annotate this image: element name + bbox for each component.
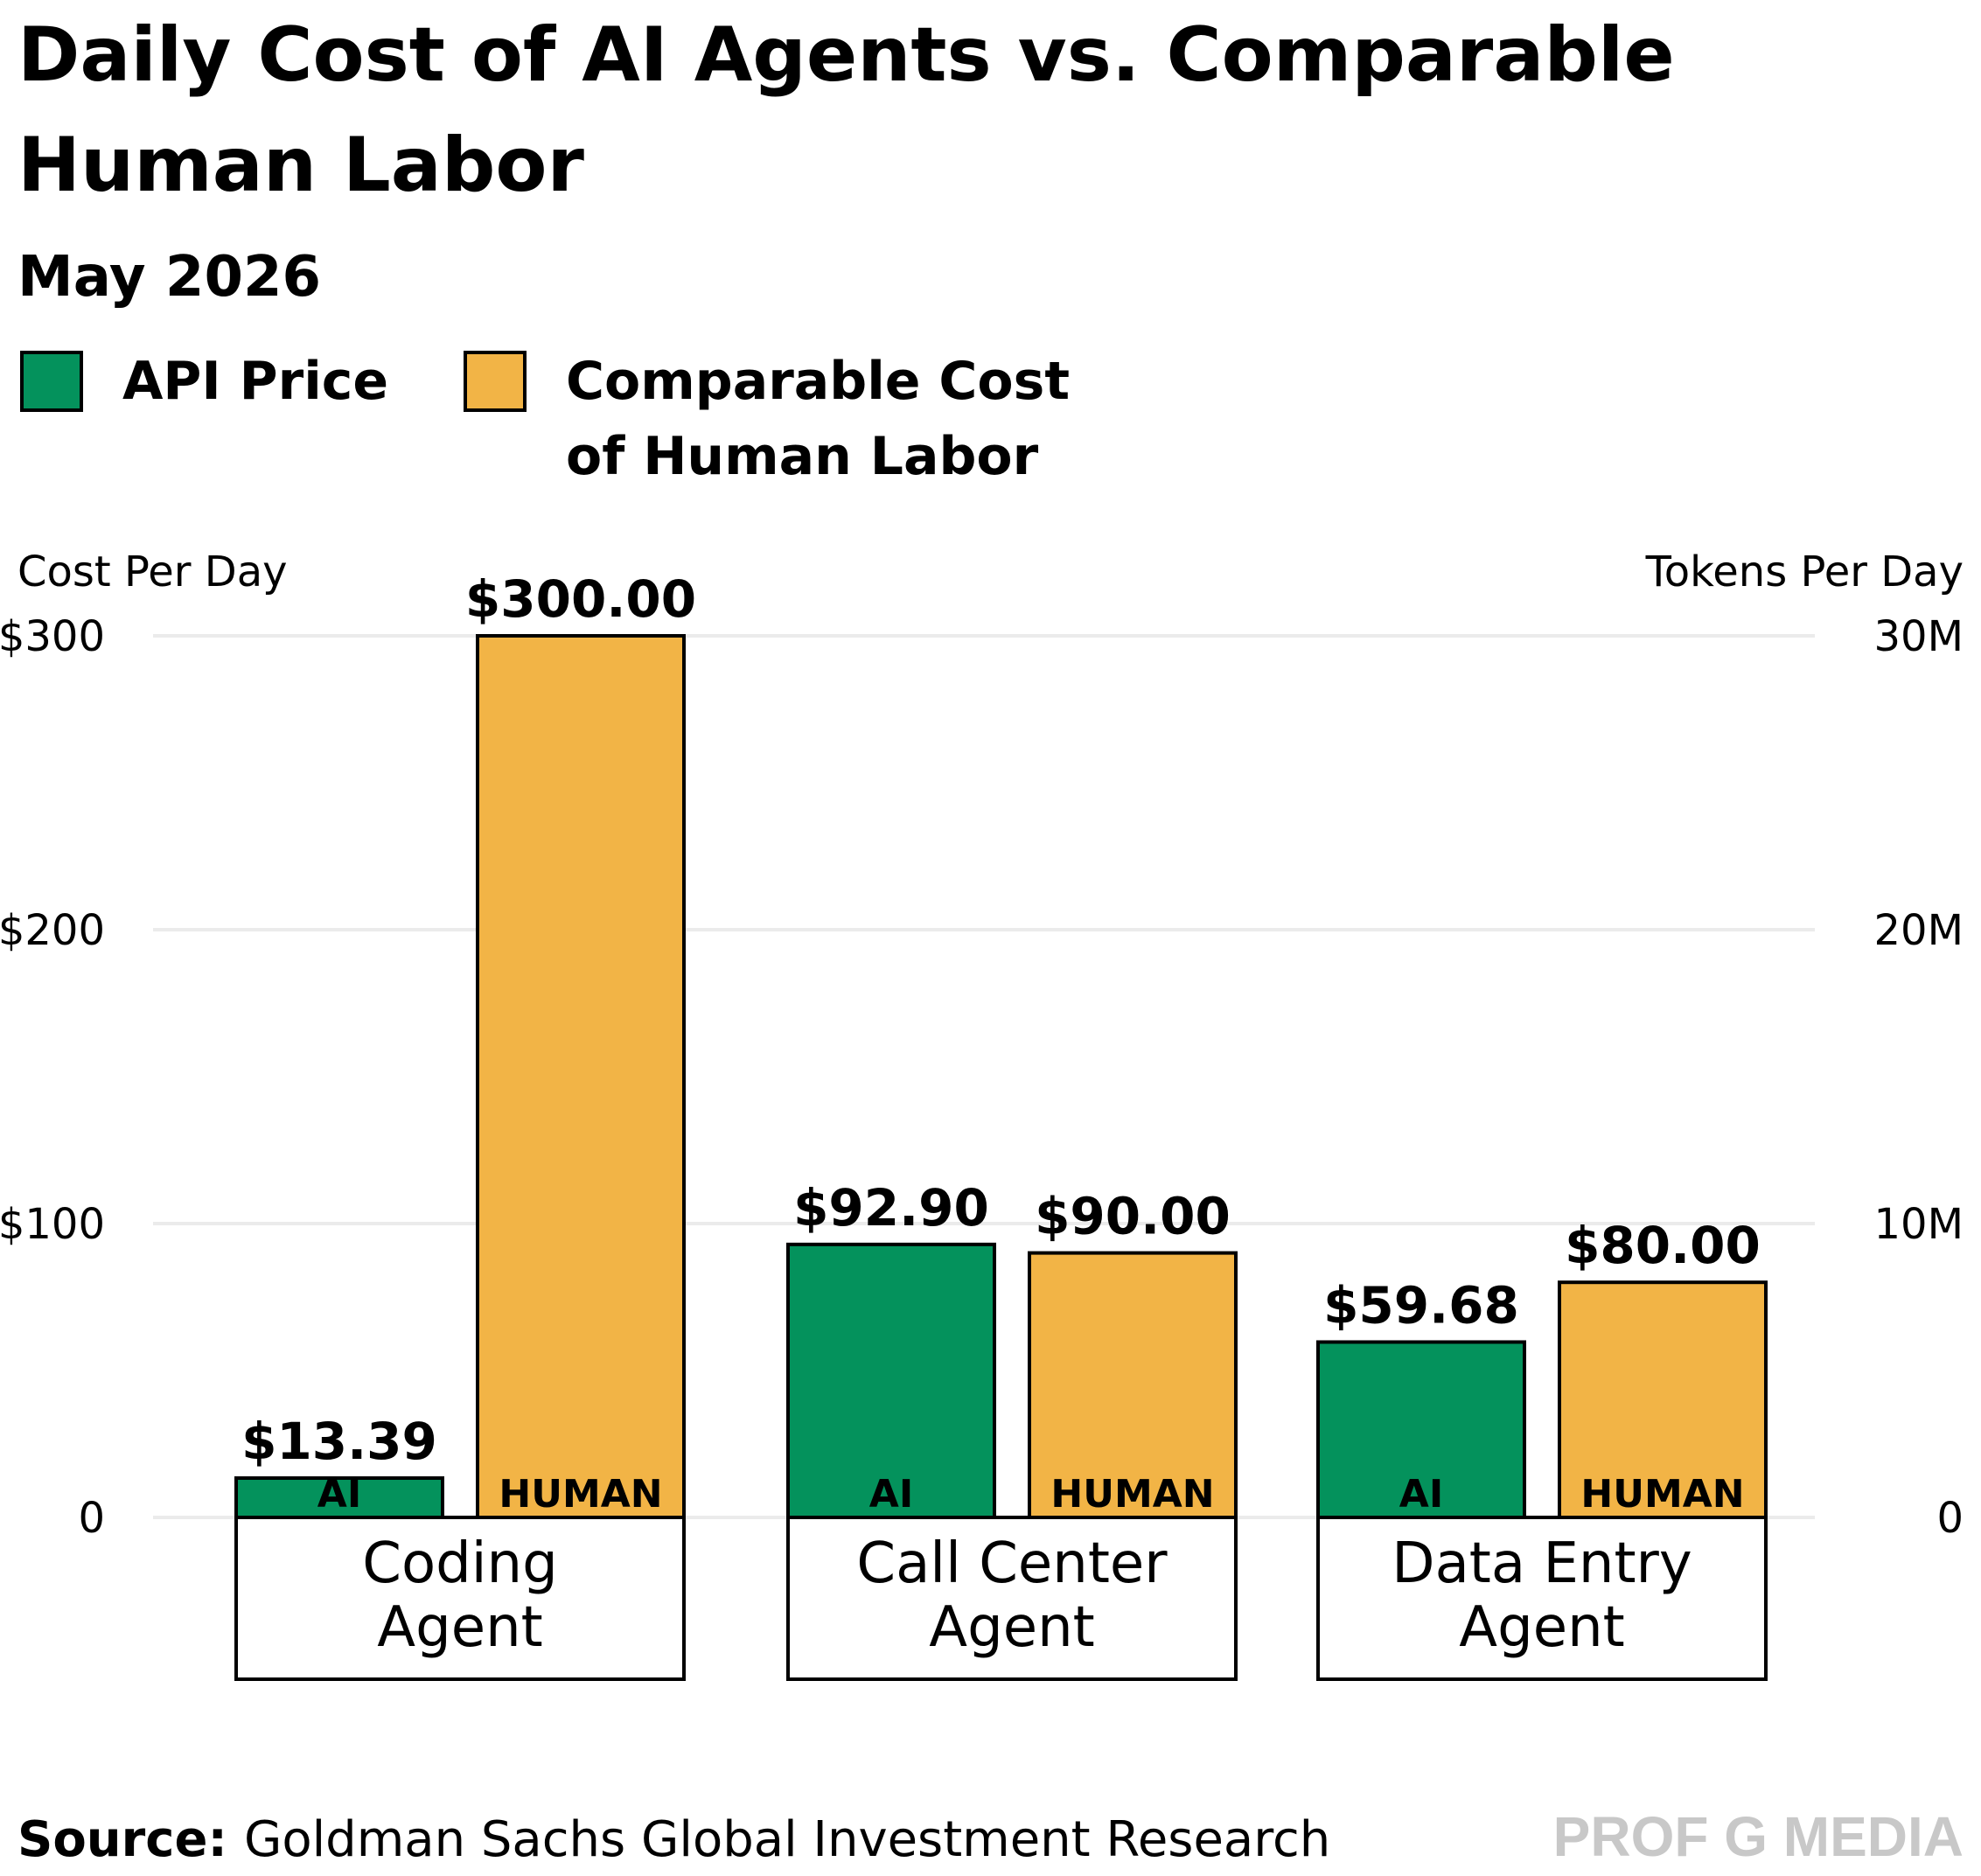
bar-human — [1558, 1280, 1768, 1519]
data-label: $92.90 — [793, 1178, 989, 1238]
category-label: Coding — [362, 1531, 557, 1596]
chart-subtitle: May 2026 — [17, 245, 321, 310]
legend-label: API Price — [122, 351, 388, 412]
bars: $13.39AI$300.00HUMAN$92.90AI$90.00HUMAN$… — [234, 569, 1768, 1520]
source-note: Source: Goldman Sachs Global Investment … — [17, 1811, 1330, 1868]
bar-ai — [1316, 1340, 1526, 1520]
right-tick-label: 30M — [1874, 612, 1964, 661]
left-tick-label: $100 — [0, 1200, 105, 1249]
category-label: Call Center — [856, 1531, 1168, 1596]
right-axis-title: Tokens Per Day — [1645, 547, 1964, 596]
title-line: Human Labor — [17, 122, 584, 209]
source-key: Source: — [17, 1811, 227, 1868]
data-label: $59.68 — [1323, 1275, 1519, 1335]
left-tick-label: $300 — [0, 612, 105, 661]
category-label: Agent — [377, 1595, 542, 1660]
category-label: Agent — [1459, 1595, 1624, 1660]
bar-tag: HUMAN — [1580, 1472, 1744, 1517]
legend-swatch — [20, 351, 83, 412]
source-text: Goldman Sachs Global Investment Research — [244, 1811, 1330, 1868]
category-box — [786, 1516, 1238, 1681]
bar-human — [476, 634, 686, 1519]
category-box — [234, 1516, 686, 1681]
data-label: $300.00 — [465, 569, 696, 629]
bar-tag: HUMAN — [499, 1472, 662, 1517]
category-label: Agent — [929, 1595, 1094, 1660]
bar-tag: AI — [1399, 1472, 1443, 1517]
legend-label: of Human Labor — [566, 426, 1039, 487]
legend-swatch — [464, 351, 527, 412]
title-line: Daily Cost of AI Agents vs. Comparable — [17, 11, 1675, 99]
bar-tag: AI — [317, 1472, 361, 1517]
brand-logo: PROF G MEDIA — [1553, 1805, 1964, 1868]
bar-tag: HUMAN — [1050, 1472, 1214, 1517]
left-axis-ticks: 0 $100 $200 $300 — [0, 612, 105, 1543]
data-label: $13.39 — [241, 1412, 437, 1471]
left-tick-label: 0 — [78, 1494, 105, 1543]
category-box — [1316, 1516, 1768, 1681]
chart-title: Daily Cost of AI Agents vs. Comparable Hu… — [17, 11, 1675, 209]
bar-tag: AI — [869, 1472, 913, 1517]
right-axis-ticks: 0 10M 20M 30M — [1874, 612, 1964, 1543]
legend: API Price Comparable Cost of Human Labor — [20, 351, 1070, 487]
category-label: Data Entry — [1392, 1531, 1692, 1596]
right-tick-label: 0 — [1936, 1494, 1964, 1543]
right-tick-label: 20M — [1874, 906, 1964, 955]
bar-ai — [234, 1476, 444, 1520]
legend-label: Comparable Cost — [566, 351, 1070, 412]
bar-human — [1028, 1251, 1238, 1519]
left-tick-label: $200 — [0, 906, 105, 955]
right-tick-label: 10M — [1874, 1200, 1964, 1249]
data-label: $90.00 — [1035, 1187, 1231, 1246]
data-label: $80.00 — [1565, 1216, 1761, 1275]
left-axis-title: Cost Per Day — [17, 547, 288, 596]
